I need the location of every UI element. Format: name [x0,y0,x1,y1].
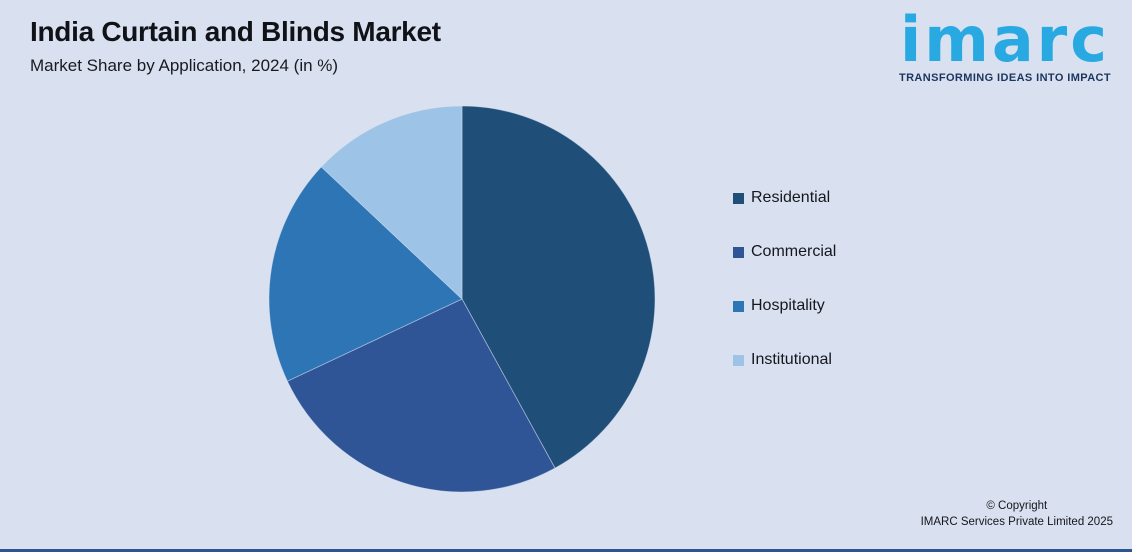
legend-swatch-icon [733,300,744,312]
header: India Curtain and Blinds Market Market S… [30,16,441,76]
legend-label: Commercial [751,243,837,260]
legend-label: Residential [751,189,831,206]
imarc-logo-wordmark: imarc [899,3,1111,76]
page-subtitle: Market Share by Application, 2024 (in %) [30,56,339,76]
pie-slice-residential [461,105,656,469]
pie-slice-hospitality [268,166,463,382]
imarc-logo: imarc TRANSFORMING IDEAS INTO IMPACT [890,8,1120,84]
legend-item-hospitality: Hospitality [733,296,836,316]
copyright-line1: © Copyright [986,499,1048,512]
legend-swatch-icon [733,246,744,258]
legend-item-residential: Residential [733,188,836,208]
pie-slice-commercial [286,298,556,493]
imarc-logo-tagline: TRANSFORMING IDEAS INTO IMPACT [898,72,1112,85]
pie-chart-container [267,104,657,494]
copyright-notice: © Copyright IMARC Services Private Limit… [921,498,1113,530]
legend-label: Institutional [751,351,832,368]
legend-item-commercial: Commercial [733,242,836,262]
legend-item-institutional: Institutional [733,350,836,370]
page-title: India Curtain and Blinds Market [30,16,441,47]
legend: Residential Commercial Hospitality Institut… [733,188,836,404]
pie-chart [268,105,656,493]
legend-swatch-icon [733,354,744,366]
bottom-border-bar [0,549,1132,552]
pie-slice-institutional [320,105,463,300]
legend-swatch-icon [733,192,744,204]
copyright-line2: IMARC Services Private Limited 2025 [920,515,1113,528]
legend-label: Hospitality [751,297,825,314]
